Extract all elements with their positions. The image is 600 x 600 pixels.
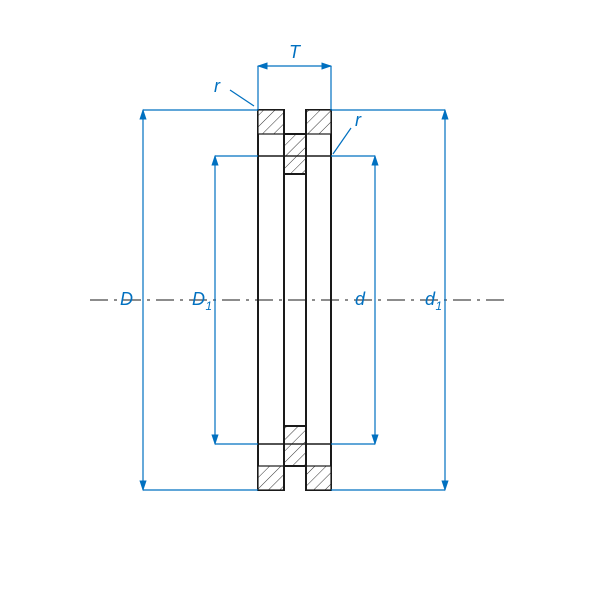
svg-text:T: T [289, 42, 302, 62]
svg-text:d: d [425, 289, 436, 309]
svg-text:D: D [120, 289, 133, 309]
svg-text:1: 1 [205, 300, 212, 313]
svg-text:r: r [355, 110, 362, 130]
svg-text:1: 1 [435, 300, 442, 313]
svg-text:d: d [355, 289, 366, 309]
svg-text:D: D [192, 289, 205, 309]
svg-text:r: r [214, 76, 221, 96]
